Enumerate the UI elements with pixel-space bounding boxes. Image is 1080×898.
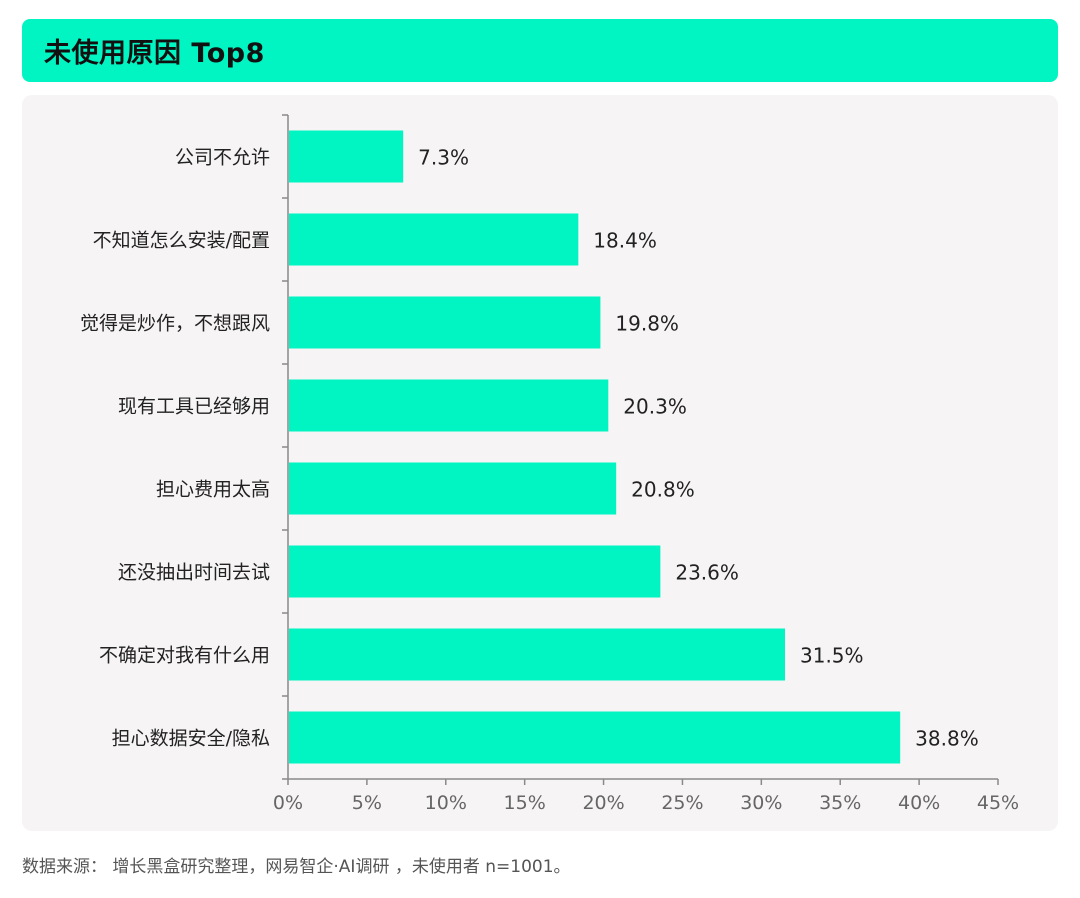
bar-5 [289,462,617,515]
x-tick-label-2: 10% [425,792,467,814]
value-label-5: 20.8% [631,478,695,502]
bar-6 [289,545,661,598]
x-tick-label-0: 0% [273,792,303,814]
category-label-2: 不知道怎么安装/配置 [93,230,270,252]
bar-8 [289,711,901,764]
chart-title: 未使用原因 Top8 [44,38,265,69]
x-tick-label-3: 15% [504,792,546,814]
category-label-8: 担心数据安全/隐私 [112,728,270,750]
category-label-3: 觉得是炒作，不想跟风 [80,313,270,335]
category-label-1: 公司不允许 [175,147,270,169]
value-label-3: 19.8% [615,312,679,336]
title-banner: 未使用原因 Top8 [22,19,1058,82]
value-label-8: 38.8% [915,727,979,751]
x-tick-label-4: 20% [582,792,624,814]
x-tick-label-7: 35% [819,792,861,814]
value-label-2: 18.4% [593,229,657,253]
value-label-1: 7.3% [418,146,469,170]
bar-4 [289,379,609,432]
category-label-5: 担心费用太高 [156,479,270,501]
value-label-7: 31.5% [800,644,864,668]
value-label-4: 20.3% [623,395,687,419]
x-tick-label-6: 30% [740,792,782,814]
bar-3 [289,296,601,349]
x-tick-label-5: 25% [661,792,703,814]
category-label-7: 不确定对我有什么用 [99,645,270,667]
source-note: 数据来源： 增长黑盒研究整理，网易智企·AI调研 ，未使用者 n=1001。 [22,857,571,877]
x-tick-label-9: 45% [977,792,1019,814]
category-label-4: 现有工具已经够用 [118,396,270,418]
category-label-6: 还没抽出时间去试 [118,562,270,584]
chart-panel: 公司不允许 7.3% 不知道怎么安装/配置 18.4% 觉得是炒作，不想跟风 19.8% 现… [22,95,1058,831]
x-tick-label-8: 40% [898,792,940,814]
bar-1 [289,130,404,183]
bar-chart: 公司不允许 7.3% 不知道怎么安装/配置 18.4% 觉得是炒作，不想跟风 19.8% 现… [80,114,1019,814]
bar-2 [289,213,579,266]
bar-7 [289,628,785,681]
x-tick-label-1: 5% [352,792,382,814]
value-label-6: 23.6% [675,561,739,585]
